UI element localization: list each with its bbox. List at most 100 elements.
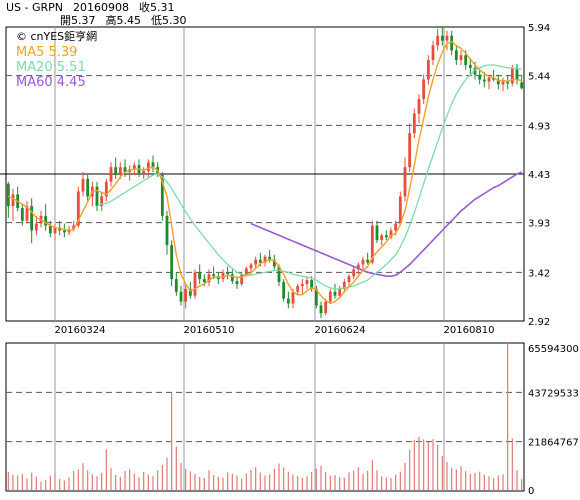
candle-body <box>53 227 57 234</box>
candle-body <box>394 223 398 231</box>
candle-body <box>464 55 468 65</box>
candle-body <box>338 288 342 296</box>
close-label: 收5.31 <box>139 1 175 14</box>
volume-vertical-grid <box>54 343 445 491</box>
candle-body <box>81 178 85 192</box>
ma5-line <box>8 40 522 305</box>
candle-body <box>468 64 472 68</box>
price-y-tick-label: 5.44 <box>528 72 550 83</box>
legend-entry: MA20 5.51 <box>16 60 86 75</box>
candle-body <box>431 45 435 61</box>
volume-y-tick-label: 43729533 <box>528 388 579 399</box>
candle-body <box>440 35 444 41</box>
candle-body <box>473 67 477 75</box>
candle-body <box>198 272 202 280</box>
candle-body <box>356 264 360 270</box>
ma20-line <box>96 64 522 290</box>
candle-body <box>366 259 370 263</box>
price-y-tick-label: 4.93 <box>528 121 550 132</box>
candle-body <box>30 206 34 231</box>
candle-body <box>291 291 295 304</box>
price-x-tick-label: 20160624 <box>315 325 366 336</box>
volume-y-axis: 65594300 43729533 21864767 0 <box>528 344 579 497</box>
candle-body <box>226 272 230 275</box>
price-x-axis: 20160324 20160510 20160624 20160810 <box>55 325 495 336</box>
candle-body <box>114 167 118 175</box>
candle-body <box>86 178 90 197</box>
candle-body <box>249 264 253 269</box>
volume-y-tick-label: 65594300 <box>528 344 579 355</box>
candle-body <box>445 35 449 41</box>
candle-body <box>314 288 318 306</box>
candle-body <box>450 35 454 51</box>
candle-body <box>254 259 258 265</box>
candle-body <box>459 55 463 61</box>
candle-body <box>184 288 188 302</box>
candle-body <box>6 183 10 207</box>
chart-header: US - GRPN 20160908 收5.31 開5.37 高5.45 低5.30 <box>6 1 197 27</box>
price-x-tick-label: 20160324 <box>55 325 106 336</box>
candlestick-series <box>6 27 524 319</box>
price-grid <box>6 75 524 273</box>
candle-body <box>146 162 150 172</box>
candle-body <box>380 235 384 241</box>
legend-entry: MA60 4.45 <box>16 75 86 90</box>
candle-body <box>109 167 113 182</box>
candle-body <box>11 194 15 207</box>
high-label: 高5.45 <box>105 14 142 27</box>
candle-body <box>412 113 416 134</box>
candle-body <box>361 259 365 265</box>
candle-body <box>151 162 155 168</box>
candle-body <box>221 272 225 280</box>
candle-body <box>240 274 244 285</box>
candle-body <box>352 269 356 277</box>
candle-body <box>72 225 76 230</box>
candle-body <box>328 291 332 302</box>
price-panel: 5.945.444.934.433.933.422.92 20160324 201… <box>0 23 550 336</box>
candle-body <box>436 35 440 46</box>
candle-body <box>62 230 66 233</box>
candle-body <box>76 191 80 226</box>
candle-body <box>375 225 379 241</box>
price-y-tick-label: 4.43 <box>528 170 550 181</box>
candle-body <box>95 186 99 207</box>
volume-panel-frame <box>5 342 525 492</box>
candle-body <box>333 291 337 296</box>
volume-panel: 65594300 43729533 21864767 0 <box>5 342 579 497</box>
candle-body <box>235 281 239 285</box>
candle-body <box>342 282 346 289</box>
candle-body <box>286 298 290 304</box>
candle-body <box>104 181 108 197</box>
candle-body <box>193 272 197 296</box>
candle-body <box>389 230 393 238</box>
candle-body <box>258 259 262 263</box>
low-label: 低5.30 <box>151 14 187 27</box>
watermark-logo: © cnYES鉅亨網 <box>16 29 97 43</box>
candle-body <box>212 274 216 277</box>
candle-body <box>263 256 267 263</box>
candle-body <box>515 67 519 80</box>
candle-body <box>179 291 183 302</box>
candle-body <box>170 245 174 280</box>
candle-body <box>370 225 374 263</box>
candle-body <box>510 67 514 84</box>
candle-body <box>398 196 402 224</box>
candle-body <box>100 196 104 207</box>
candle-body <box>244 268 248 275</box>
candle-body <box>277 266 281 283</box>
candle-body <box>48 225 52 234</box>
candle-body <box>506 81 510 84</box>
price-y-tick-label: 3.93 <box>528 219 550 230</box>
candle-body <box>384 235 388 238</box>
candle-body <box>44 215 48 226</box>
date-label: 20160908 <box>73 1 130 14</box>
candle-body <box>202 279 206 283</box>
candle-body <box>408 133 412 168</box>
candle-body <box>268 256 272 260</box>
candle-body <box>25 206 29 221</box>
candle-body <box>492 77 496 80</box>
candle-body <box>207 274 211 283</box>
price-y-axis: 5.94 5.44 4.93 4.43 3.93 3.42 2.92 <box>528 23 550 328</box>
